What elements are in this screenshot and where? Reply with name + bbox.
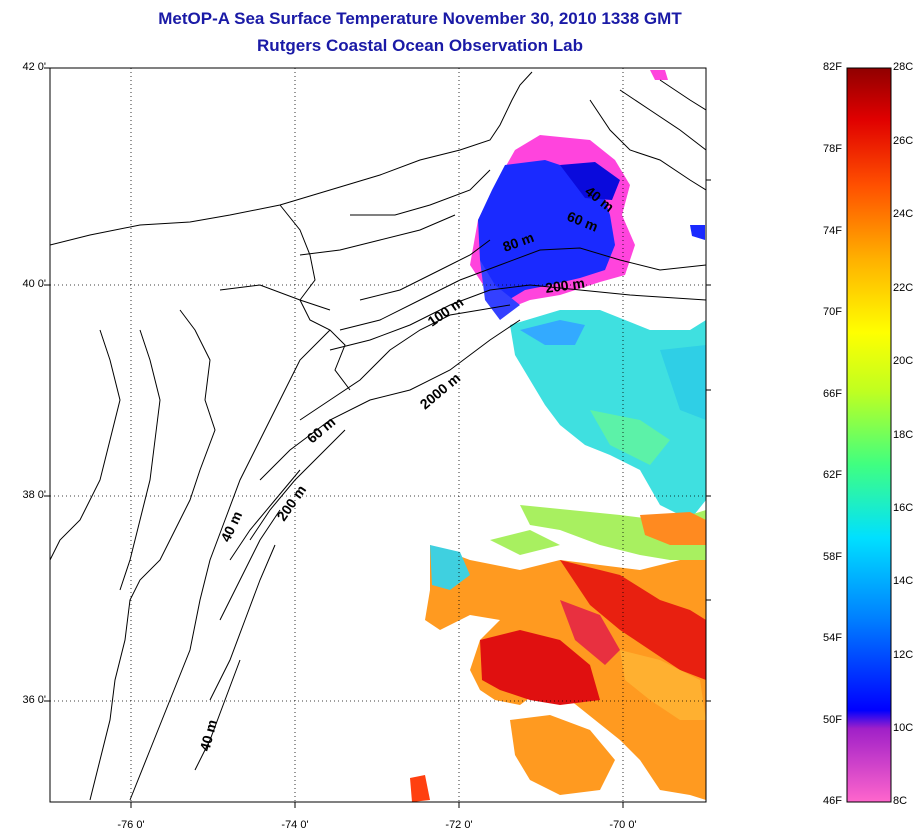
sst-patch-green bbox=[520, 505, 706, 560]
isobath-200m-north bbox=[329, 284, 706, 351]
map-subtitle: Rutgers Coastal Ocean Observation Lab bbox=[257, 36, 583, 55]
coastline-chesapeake bbox=[89, 309, 216, 801]
isobath-2000m bbox=[259, 319, 521, 481]
colorbar-label-f: 66F bbox=[823, 388, 842, 400]
contour-label: 200 m bbox=[273, 482, 309, 524]
lat-label: 38 0' bbox=[22, 489, 46, 501]
colorbar-label-f: 50F bbox=[823, 714, 842, 726]
isobath-100m bbox=[299, 304, 511, 421]
colorbar-label-c: 20C bbox=[893, 355, 914, 367]
contour-label: 40 m bbox=[196, 718, 220, 753]
colorbar-label-f: 82F bbox=[823, 61, 842, 73]
lon-label: -70 0' bbox=[609, 819, 637, 831]
colorbar-label-f: 78F bbox=[823, 143, 842, 155]
coastline-layer bbox=[50, 71, 706, 801]
colorbar-label-f: 54F bbox=[823, 632, 842, 644]
contour-label: 100 m bbox=[425, 294, 467, 330]
colorbar bbox=[846, 67, 892, 803]
lat-label: 42 0' bbox=[22, 61, 46, 73]
lon-label: -72 0' bbox=[445, 819, 473, 831]
lat-label: 36 0' bbox=[22, 694, 46, 706]
map-frame bbox=[49, 67, 707, 803]
colorbar-label-c: 12C bbox=[893, 649, 914, 661]
colorbar-label-c: 16C bbox=[893, 502, 914, 514]
colorbar-label-c: 26C bbox=[893, 135, 914, 147]
colorbar-label-c: 10C bbox=[893, 722, 914, 734]
graticule bbox=[50, 68, 706, 802]
map-title: MetOP-A Sea Surface Temperature November… bbox=[158, 9, 682, 28]
contour-label: 2000 m bbox=[417, 370, 464, 413]
sst-patch-deep-blue bbox=[560, 162, 620, 200]
axis-ticks bbox=[44, 67, 711, 808]
colorbar-label-f: 74F bbox=[823, 225, 842, 237]
lat-label: 40 0' bbox=[22, 278, 46, 290]
colorbar-label-c: 24C bbox=[893, 208, 914, 220]
colorbar-label-f: 58F bbox=[823, 551, 842, 563]
contour-label: 40 m bbox=[217, 509, 245, 545]
colorbar-label-c: 18C bbox=[893, 429, 914, 441]
isobath-60m bbox=[339, 247, 706, 331]
lon-label: -74 0' bbox=[281, 819, 309, 831]
colorbar-label-c: 8C bbox=[893, 795, 908, 807]
sst-patch-blue bbox=[478, 160, 615, 305]
colorbar-label-f: 70F bbox=[823, 306, 842, 318]
colorbar-label-c: 28C bbox=[893, 61, 914, 73]
colorbar-label-c: 22C bbox=[893, 282, 914, 294]
colorbar-label-c: 14C bbox=[893, 575, 914, 587]
sst-patch-layer bbox=[410, 70, 706, 802]
coastline-north bbox=[50, 71, 533, 246]
coastline-delmarva bbox=[129, 329, 331, 801]
colorbar-label-f: 62F bbox=[823, 469, 842, 481]
lon-label: -76 0' bbox=[117, 819, 145, 831]
contour-label: 200 m bbox=[544, 275, 586, 296]
colorbar-label-f: 46F bbox=[823, 795, 842, 807]
sst-patch-red bbox=[480, 630, 600, 705]
